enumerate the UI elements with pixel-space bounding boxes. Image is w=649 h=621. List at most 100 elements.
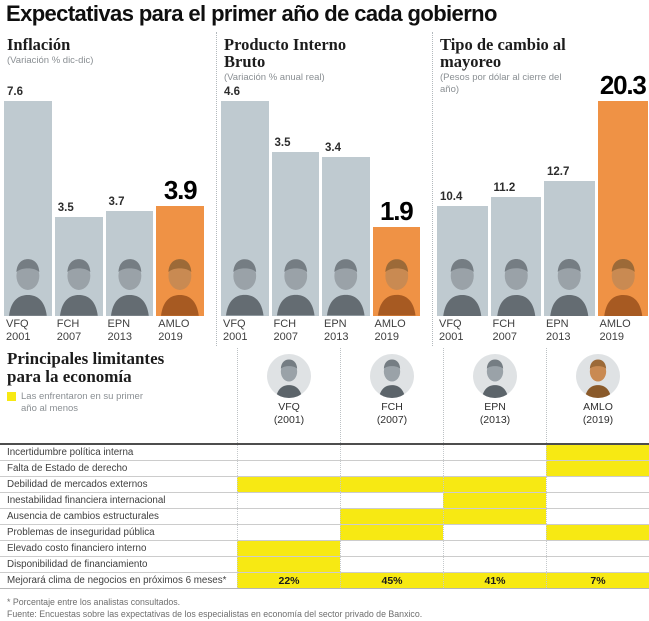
x-label-year: 2007 (273, 330, 298, 343)
cell-fch (340, 541, 443, 556)
column-abbr: FCH (381, 401, 403, 413)
limits-table-section: Principales limitantes para la economía … (0, 348, 649, 589)
cell-epn (443, 461, 546, 476)
row-label: Falta de Estado de derecho (7, 463, 128, 474)
cell-fch (340, 525, 443, 540)
cell-fch (340, 493, 443, 508)
row-cells (237, 461, 649, 476)
president-portrait-icon (373, 254, 421, 316)
cell-vfq (237, 477, 340, 492)
column-head-label: VFQ (2001) (238, 401, 340, 427)
limits-header-left: Principales limitantes para la economía … (0, 348, 237, 443)
charts-row: Inflación (Variación % dic-dic) 7.6 3.5 3.7 3… (0, 32, 649, 346)
cell-vfq (237, 525, 340, 540)
cell-vfq (237, 445, 340, 460)
president-portrait-icon (544, 254, 595, 316)
x-label-year: 2019 (599, 330, 624, 343)
cell-epn (443, 477, 546, 492)
x-label-epn: EPN 2013 (322, 318, 370, 346)
chart-2: Tipo de cambio al mayoreo (Pesos por dóla… (432, 32, 649, 346)
row-label: Disponibilidad de financiamiento (7, 559, 148, 570)
cell-fch (340, 557, 443, 572)
table-row: Elevado costo financiero interno (0, 541, 649, 557)
x-axis-labels: VFQ 2001 FCH 2007 EPN 2013 AMLO 2019 (221, 318, 420, 346)
row-cells (237, 509, 649, 524)
row-cells (237, 557, 649, 572)
row-cells (237, 525, 649, 540)
x-label-year: 2013 (546, 330, 571, 343)
limits-table-body: Incertidumbre política interna Falta de E… (0, 443, 649, 589)
summary-cell-amlo: 7% (546, 573, 649, 588)
chart-0: Inflación (Variación % dic-dic) 7.6 3.5 3.7 3… (0, 32, 216, 346)
column-abbr: EPN (484, 401, 506, 413)
chart-subtitle: (Variación % dic-dic) (7, 55, 94, 67)
president-portrait-icon (475, 356, 515, 398)
chart-subtitle: (Variación % anual real) (224, 72, 325, 84)
cell-vfq (237, 461, 340, 476)
column-year: (2019) (582, 414, 614, 427)
cell-vfq (237, 541, 340, 556)
cell-amlo (546, 461, 649, 476)
x-label-abbr: VFQ (439, 318, 462, 330)
bar-value: 11.2 (493, 182, 516, 194)
table-row: Debilidad de mercados externos (0, 477, 649, 493)
limits-table-header: Principales limitantes para la economía … (0, 348, 649, 443)
cell-amlo (546, 445, 649, 460)
chart-1: Producto Interno Bruto (Variación % anual… (216, 32, 432, 346)
x-axis-labels: VFQ 2001 FCH 2007 EPN 2013 AMLO 2019 (4, 318, 204, 346)
column-abbr: VFQ (278, 401, 300, 413)
cell-epn (443, 541, 546, 556)
column-year: (2001) (273, 414, 305, 427)
bar-value: 3.9 (163, 175, 198, 205)
bar-fch: 11.2 (490, 182, 541, 316)
chart-title: Inflación (7, 35, 71, 54)
president-portrait-icon (598, 254, 649, 316)
x-label-amlo: AMLO 2019 (373, 318, 421, 346)
x-label-year: 2001 (439, 330, 464, 343)
president-portrait-icon (272, 254, 320, 316)
president-portrait-icon (4, 254, 52, 316)
cell-amlo (546, 477, 649, 492)
bar-fch: 3.5 (271, 137, 320, 316)
column-year: (2007) (376, 414, 408, 427)
bar-value: 12.7 (547, 166, 570, 178)
cell-amlo (546, 509, 649, 524)
cell-amlo (546, 525, 649, 540)
x-label-fch: FCH 2007 (272, 318, 320, 346)
bar-fch: 3.5 (54, 202, 103, 316)
bar-epn: 3.4 (322, 142, 370, 316)
chart-plot: 4.6 3.5 3.4 1.9 (221, 66, 420, 316)
portrait-circle (576, 354, 620, 398)
row-label: Inestabilidad financiera internacional (7, 495, 166, 506)
x-label-vfq: VFQ 2001 (4, 318, 52, 346)
bar-value: 3.7 (108, 196, 125, 208)
yellow-swatch-icon (7, 392, 16, 402)
portrait-circle (473, 354, 517, 398)
chart-plot: 10.4 11.2 12.7 20.3 (437, 66, 648, 316)
cell-fch (340, 445, 443, 460)
cell-epn (443, 493, 546, 508)
cell-fch (340, 509, 443, 524)
highlight-legend: Las enfrentaron en su primer año al meno… (7, 391, 237, 416)
bar-value: 10.4 (440, 191, 463, 203)
chart-title: Tipo de cambio al mayoreo (440, 35, 566, 72)
table-summary-row: Mejorará clima de negocios en próximos 6… (0, 573, 649, 588)
column-head-epn: EPN (2013) (443, 348, 546, 443)
x-label-amlo: AMLO 2019 (598, 318, 649, 346)
x-label-abbr: FCH (273, 318, 297, 330)
bar-amlo: 1.9 (372, 196, 421, 316)
bar-value: 1.9 (379, 196, 414, 226)
x-axis-labels: VFQ 2001 FCH 2007 EPN 2013 AMLO 2019 (437, 318, 648, 346)
x-label-year: 2013 (324, 330, 349, 343)
summary-cell-vfq: 22% (237, 573, 340, 588)
x-label-year: 2013 (107, 330, 132, 343)
x-label-abbr: FCH (56, 318, 80, 330)
x-label-vfq: VFQ 2001 (437, 318, 488, 346)
president-portrait-icon (221, 254, 269, 316)
x-label-abbr: AMLO (158, 318, 190, 330)
table-row: Inestabilidad financiera internacional (0, 493, 649, 509)
x-label-abbr: AMLO (599, 318, 631, 330)
chart-subtitle: (Pesos por dólar al cierre del año) (440, 72, 562, 96)
cell-epn (443, 525, 546, 540)
bar-vfq: 4.6 (221, 86, 269, 316)
